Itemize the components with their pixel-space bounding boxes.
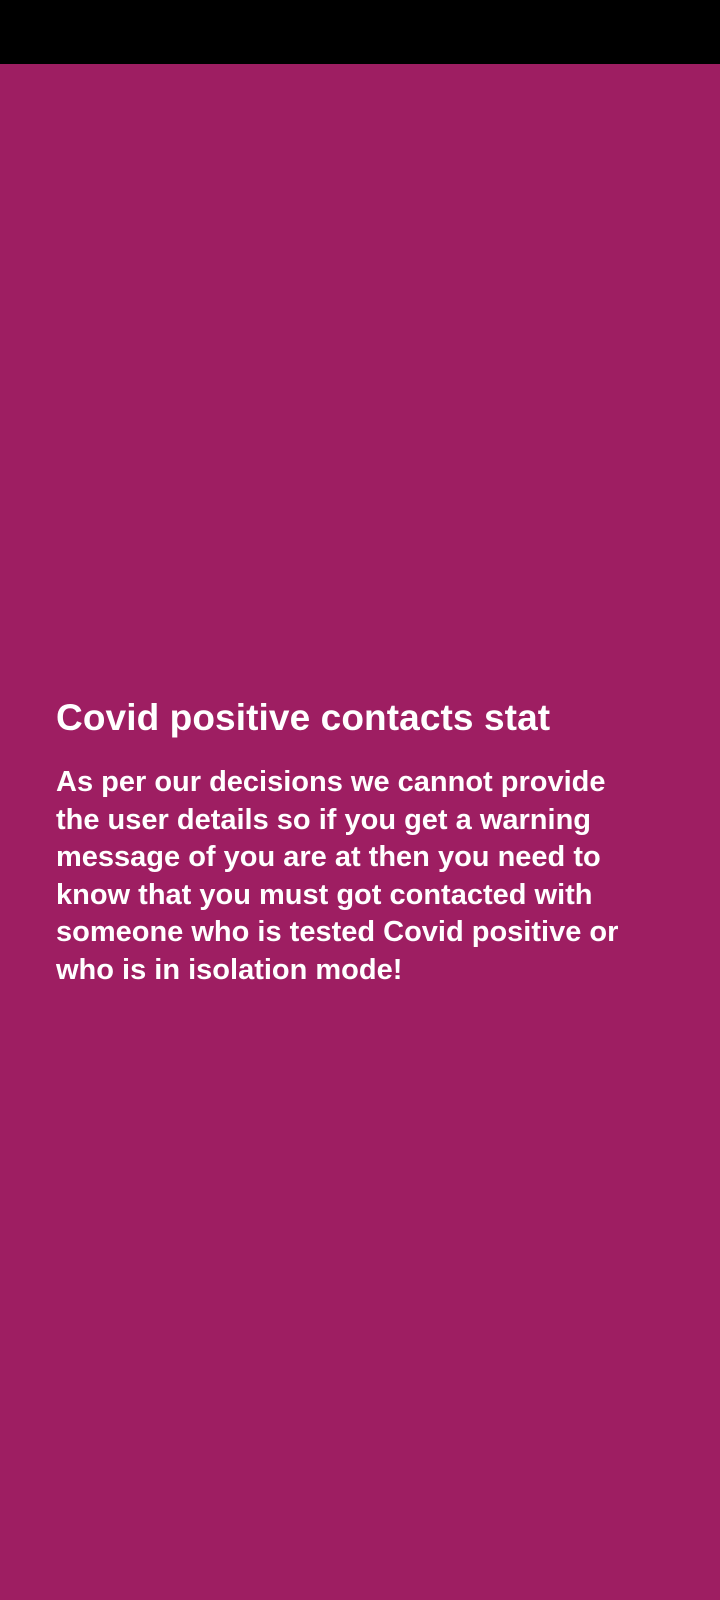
info-message: As per our decisions we cannot provide t… <box>56 766 619 986</box>
status-bar <box>0 0 720 64</box>
content-area: Covid positive contacts stat As per our … <box>0 64 720 1600</box>
info-block: Covid positive contacts stat As per our … <box>56 696 676 989</box>
page-title: Covid positive contacts stat <box>56 697 551 738</box>
